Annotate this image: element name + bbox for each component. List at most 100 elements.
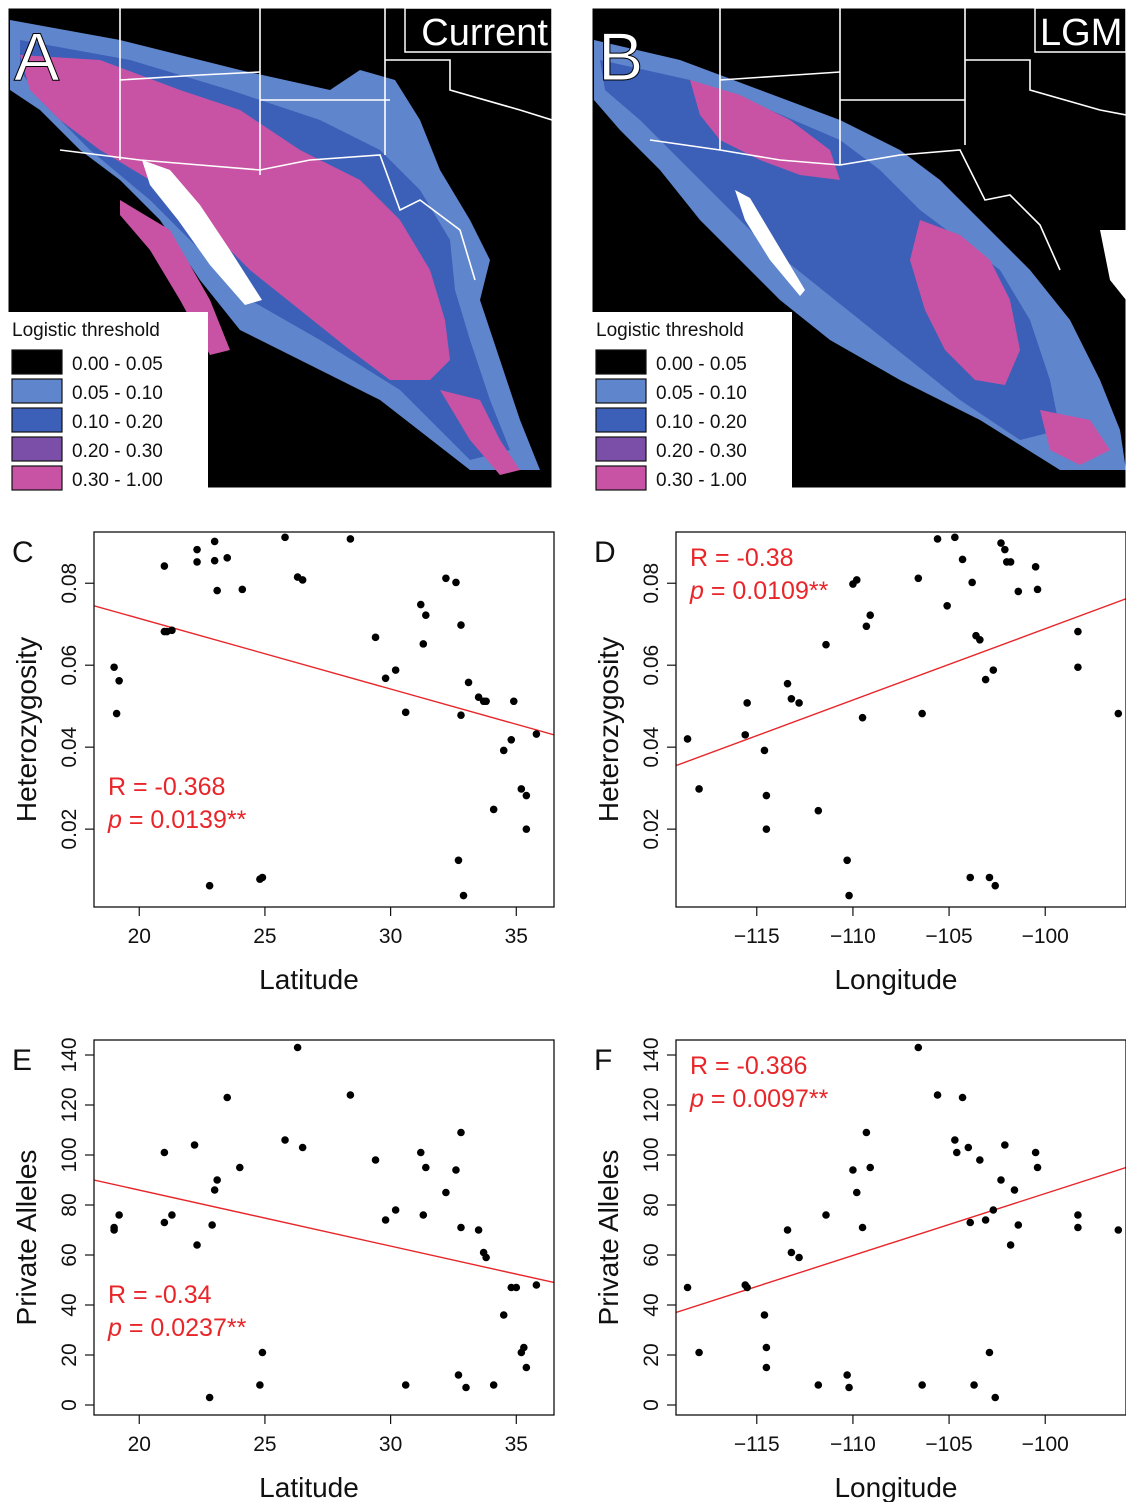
data-point [372, 634, 380, 642]
data-point [1007, 558, 1015, 566]
data-point [784, 680, 792, 688]
data-point [966, 874, 974, 882]
y-tick-label: 100 [640, 1137, 663, 1172]
data-point [161, 1149, 169, 1157]
x-tick-label: 20 [128, 1433, 151, 1456]
data-point [482, 697, 490, 705]
data-point [507, 736, 515, 744]
legend-title: Logistic threshold [12, 320, 160, 341]
data-point [490, 1381, 498, 1389]
data-point [965, 1144, 973, 1152]
x-tick-label: 35 [505, 925, 528, 948]
plot-frame [94, 532, 554, 907]
p-value: p = 0.0097** [689, 1085, 829, 1113]
x-axis-label: Longitude [834, 1472, 957, 1502]
data-point [1034, 586, 1042, 594]
data-point [482, 1254, 490, 1262]
data-point [193, 546, 201, 554]
legend-entry: 0.20 - 0.30 [596, 437, 747, 462]
data-point [763, 792, 771, 800]
legend-entry: 0.00 - 0.05 [596, 350, 747, 375]
data-point [959, 556, 967, 564]
p-number: = 0.0237** [122, 1314, 247, 1342]
data-point [934, 1091, 942, 1099]
legend-entry: 0.30 - 1.00 [596, 466, 747, 491]
data-point [951, 1136, 959, 1144]
data-point [959, 1094, 967, 1102]
data-point [1074, 1224, 1082, 1232]
data-point [695, 1349, 703, 1357]
legend-swatch [12, 466, 62, 490]
data-point [843, 856, 851, 864]
data-point [1032, 1149, 1040, 1157]
data-point [976, 636, 984, 644]
legend-label: 0.10 - 0.20 [72, 412, 163, 433]
y-tick-label: 0.08 [58, 563, 81, 604]
data-point [822, 1211, 830, 1219]
data-point [951, 534, 959, 542]
y-tick-label: 0.06 [58, 645, 81, 686]
data-point [1034, 1164, 1042, 1172]
data-point [915, 575, 923, 583]
regression-line [94, 606, 554, 735]
data-point [457, 1129, 465, 1137]
y-tick-label: 140 [58, 1037, 81, 1072]
data-point [853, 576, 861, 584]
x-tick-label: −115 [734, 925, 780, 948]
data-point [1074, 663, 1082, 671]
x-tick-label: 35 [505, 1433, 528, 1456]
legend-entry: 0.05 - 0.10 [12, 379, 163, 404]
data-point [392, 666, 400, 674]
x-tick-label: −100 [1022, 1433, 1069, 1456]
legend-label: 0.00 - 0.05 [656, 354, 747, 375]
x-tick-label: −110 [830, 1433, 876, 1456]
legend-entry: 0.30 - 1.00 [12, 466, 163, 491]
data-point [402, 1381, 410, 1389]
correlation-r: R = -0.386 [690, 1052, 807, 1080]
y-axis-label: Private Alleles [11, 1150, 42, 1326]
data-point [1074, 1211, 1082, 1219]
y-tick-label: 20 [640, 1343, 663, 1366]
data-point [863, 1129, 871, 1137]
legend-entry: 0.00 - 0.05 [12, 350, 163, 375]
p-value: p = 0.0109** [689, 577, 829, 605]
y-tick-label: 0.04 [58, 726, 81, 767]
legend-label: 0.20 - 0.30 [656, 441, 747, 462]
data-point [211, 1186, 219, 1194]
data-point [741, 731, 749, 739]
y-tick-label: 120 [58, 1087, 81, 1122]
y-tick-label: 60 [640, 1243, 663, 1266]
data-point [457, 1224, 465, 1232]
data-point [761, 747, 769, 755]
data-point [161, 1219, 169, 1227]
y-axis-label: Private Alleles [593, 1150, 624, 1326]
y-tick-label: 0.04 [640, 726, 663, 767]
data-point [208, 1221, 216, 1229]
data-point [382, 675, 390, 683]
data-point [281, 534, 289, 542]
data-point [115, 677, 123, 685]
legend-swatch [596, 466, 646, 490]
data-point [193, 1241, 201, 1249]
data-point [845, 892, 853, 900]
data-point [299, 1144, 307, 1152]
data-point [966, 1219, 974, 1227]
data-point [976, 1156, 984, 1164]
data-point [990, 1206, 998, 1214]
data-point [943, 602, 951, 610]
y-tick-label: 40 [58, 1293, 81, 1316]
data-point [417, 1149, 425, 1157]
period-label: Current [421, 12, 548, 54]
x-tick-label: 20 [128, 925, 151, 948]
panel-letter: E [12, 1044, 32, 1077]
data-point [982, 1216, 990, 1224]
p-symbol: p [107, 806, 122, 834]
data-point [442, 575, 450, 583]
data-point [815, 807, 823, 815]
data-point [795, 699, 803, 707]
map-panel-current: Current A Logistic threshold 0.00 - 0.05… [8, 8, 552, 491]
correlation-r: R = -0.368 [108, 773, 225, 801]
data-point [452, 1166, 460, 1174]
data-point [1001, 546, 1009, 554]
